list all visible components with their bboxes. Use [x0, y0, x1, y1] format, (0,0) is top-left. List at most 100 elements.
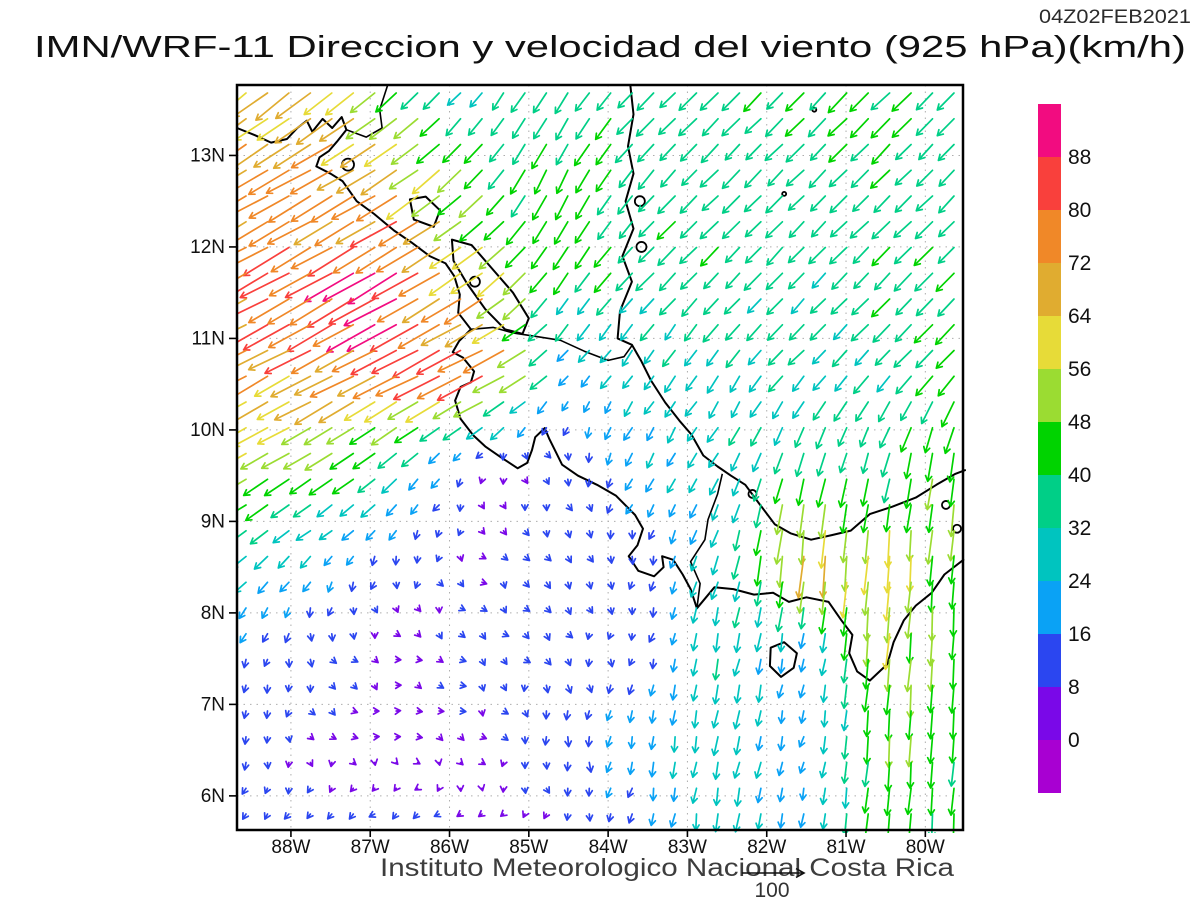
- wind-arrow: [433, 810, 442, 818]
- wind-arrow: [721, 117, 741, 137]
- wind-arrow: [542, 710, 551, 720]
- wind-arrow: [237, 272, 247, 280]
- wind-arrow: [669, 581, 678, 595]
- wind-arrow: [920, 401, 934, 425]
- wind-arrow: [627, 813, 635, 824]
- wind-arrow: [283, 811, 292, 820]
- wind-arrow: [242, 323, 290, 351]
- wind-arrow: [237, 349, 269, 367]
- wind-arrow: [349, 784, 358, 793]
- wind-arrow: [457, 579, 465, 588]
- wind-arrow: [948, 735, 957, 764]
- wind-arrow: [658, 117, 676, 136]
- wind-arrow: [840, 684, 849, 709]
- wind-arrow: [798, 684, 806, 699]
- wind-arrow: [915, 298, 934, 317]
- wind-arrow: [938, 169, 955, 187]
- wind-arrow: [510, 92, 526, 113]
- colorbar-label: 64: [1068, 305, 1092, 328]
- wind-arrow: [850, 169, 870, 189]
- wind-arrow: [733, 684, 742, 704]
- wind-arrow: [687, 452, 698, 469]
- wind-arrow: [614, 143, 634, 164]
- wind-arrow: [306, 684, 315, 693]
- wind-arrow: [544, 657, 552, 666]
- wind-arrow: [819, 761, 827, 779]
- wind-arrow: [270, 246, 312, 273]
- wind-arrow: [459, 707, 467, 715]
- wind-arrow: [894, 195, 912, 213]
- wind-arrow: [543, 581, 552, 590]
- y-axis: 13N 12N 11N 10N 9N 8N 7N 6N: [190, 145, 237, 807]
- wind-arrow: [797, 607, 806, 630]
- wind-arrow: [241, 812, 250, 820]
- wind-arrow: [363, 143, 398, 168]
- wind-arrow: [339, 143, 376, 168]
- wind-arrow: [387, 401, 419, 421]
- wind-arrow: [498, 375, 526, 394]
- wind-arrow: [237, 478, 247, 486]
- wind-arrow: [683, 323, 698, 342]
- wind-arrow: [728, 426, 741, 446]
- wind-arrow: [627, 684, 635, 696]
- wind-arrow: [465, 426, 483, 440]
- wind-arrow: [394, 732, 402, 741]
- wind-arrow: [585, 478, 593, 488]
- wind-arrow: [934, 323, 955, 346]
- wind-arrow: [725, 272, 741, 290]
- colorbar-label: 40: [1068, 464, 1091, 487]
- wind-arrow: [521, 451, 529, 460]
- wind-arrow: [575, 195, 591, 220]
- wind-arrow: [394, 707, 402, 716]
- x-tick-label: 83W: [668, 837, 707, 858]
- wind-arrow: [345, 117, 376, 140]
- wind-arrow: [574, 272, 591, 293]
- wind-arrow: [638, 220, 655, 238]
- wind-arrow: [593, 272, 612, 294]
- wind-arrow: [432, 401, 462, 420]
- wind-arrow: [617, 92, 634, 109]
- wind-arrow: [790, 298, 805, 315]
- wind-arrow: [263, 710, 272, 720]
- wind-arrow: [787, 272, 805, 290]
- wind-arrow: [391, 811, 400, 820]
- wind-arrow: [304, 452, 333, 471]
- reference-value: 100: [754, 879, 789, 900]
- country-border: [346, 84, 389, 138]
- wind-arrow: [308, 708, 316, 716]
- wind-arrow: [880, 452, 891, 478]
- wind-arrow: [748, 375, 762, 393]
- wind-arrow: [265, 169, 312, 195]
- wind-arrow: [788, 220, 805, 239]
- wind-arrow: [457, 630, 466, 639]
- wind-arrow: [370, 631, 379, 640]
- wind-arrow: [360, 504, 376, 518]
- wind-arrow: [580, 375, 591, 388]
- wind-arrow: [247, 169, 290, 196]
- wind-arrow: [870, 298, 891, 318]
- wind-arrow: [318, 401, 355, 424]
- wind-arrow: [564, 478, 572, 487]
- wind-arrow: [295, 529, 312, 541]
- colorbar-segment: [1038, 369, 1061, 422]
- wind-arrow: [555, 298, 569, 316]
- wind-arrow: [270, 504, 290, 519]
- wind-arrow: [819, 813, 828, 830]
- wind-arrow: [899, 401, 912, 422]
- wind-arrow: [237, 195, 269, 213]
- wind-arrow: [732, 581, 741, 603]
- wind-arrow: [488, 143, 505, 163]
- wind-arrow: [594, 117, 612, 141]
- wind-arrow: [724, 323, 741, 341]
- wind-arrow: [605, 761, 613, 774]
- wind-arrow: [328, 708, 336, 716]
- wind-arrow: [289, 169, 333, 195]
- wind-arrow: [666, 426, 676, 444]
- wind-arrow: [873, 272, 891, 291]
- wind-arrow: [400, 92, 419, 110]
- wind-arrow: [586, 605, 594, 614]
- wind-arrow: [402, 220, 440, 245]
- wind-arrow: [413, 629, 422, 638]
- wind-arrow: [812, 375, 827, 391]
